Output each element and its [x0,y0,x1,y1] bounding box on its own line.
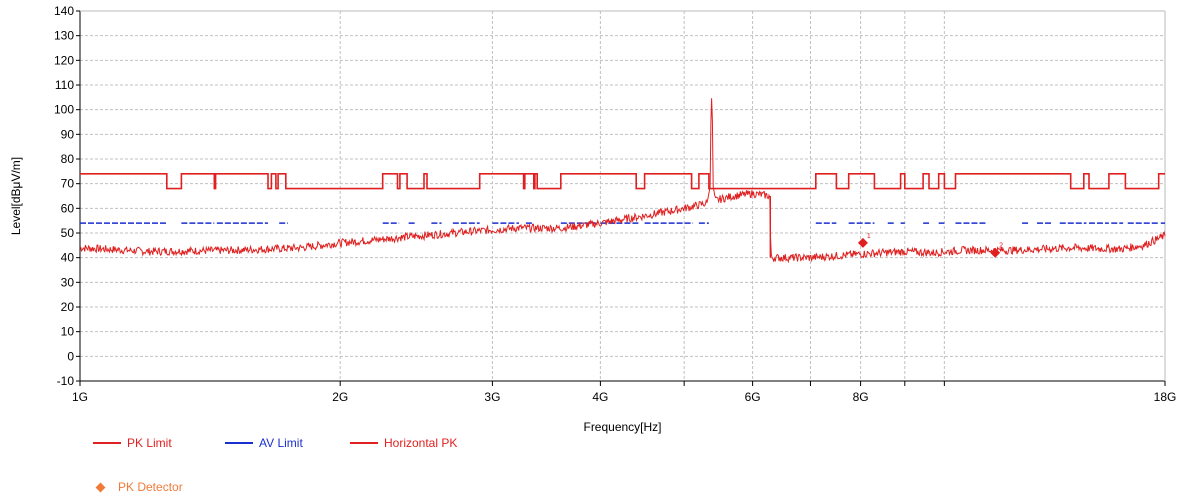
plot-area [80,11,1165,381]
pk-limit-swatch [93,442,121,444]
y-axis-title: Level[dBμV/m] [9,157,23,235]
y-tick-label: 50 [61,226,75,240]
y-tick-label: 10 [61,325,75,339]
pk-limit-line [80,173,1165,190]
av-limit-swatch [225,442,253,444]
legend-label-pk-detector: PK Detector [118,480,183,494]
y-tick-label: 100 [54,103,74,117]
x-axis-title: Frequency[Hz] [583,420,661,434]
horizontal-pk-trace [79,98,1166,264]
y-tick-label: 0 [67,349,74,363]
pk-detector-marker-label: 1 [867,233,871,240]
legend-horizontal-pk: Horizontal PK [350,436,457,450]
y-tick-label: 90 [61,127,75,141]
x-tick-label: 1G [72,390,88,404]
y-tick-label: 20 [61,300,75,314]
pk-detector-swatch [95,482,106,492]
x-tick-label: 3G [484,390,500,404]
x-tick-label: 18G [1154,390,1177,404]
y-tick-label: 80 [61,152,75,166]
legend-label-horizontal-pk: Horizontal PK [384,436,458,450]
x-tick-label: 8G [853,390,869,404]
pk-detector-marker-label: 2 [999,243,1003,250]
legend-label-av-limit: AV Limit [259,436,303,450]
y-tick-label: 70 [61,177,75,191]
legend-pk-limit: PK Limit [93,436,172,450]
x-tick-label: 6G [745,390,761,404]
horizontal-pk-swatch [350,442,378,444]
y-tick-label: -10 [57,374,75,388]
x-tick-label: 4G [592,390,608,404]
plot-svg: -10 0 10 20 30 40 50 60 70 80 90 100 110 120 130 140 1G 2… [9,4,1177,434]
pk-detector-marker [990,247,1001,258]
y-tick-label: 30 [61,275,75,289]
legend-av-limit: AV Limit [225,436,303,450]
legend-label-pk-limit: PK Limit [127,436,172,450]
pk-detector-marker [857,237,868,248]
y-tick-label: 140 [54,4,74,18]
x-tick-label: 2G [332,390,348,404]
y-tick-label: 60 [61,201,75,215]
y-tick-label: 130 [54,29,74,43]
y-tick-label: 40 [61,251,75,265]
y-tick-label: 110 [55,78,74,92]
legend-pk-detector: PK Detector [93,480,183,494]
y-tick-label: 120 [54,53,74,67]
